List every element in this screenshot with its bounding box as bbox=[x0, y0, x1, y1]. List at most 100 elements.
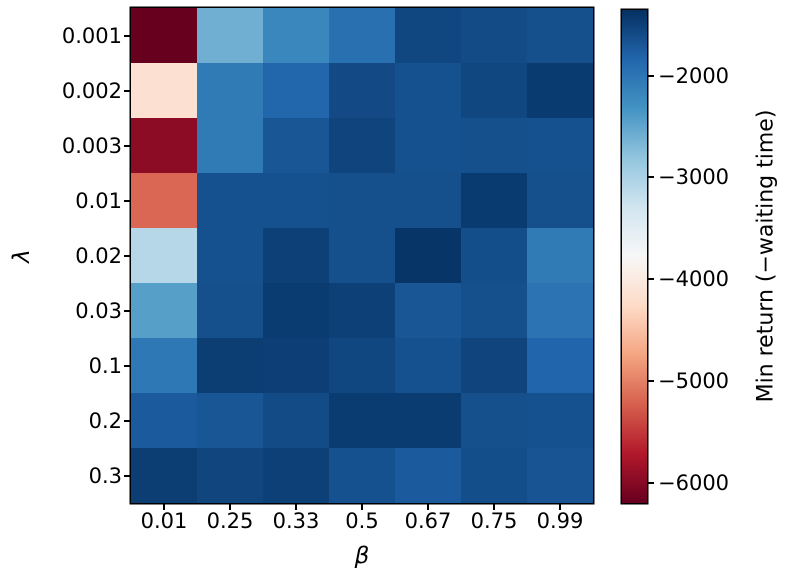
colorbar-tick-label: −5000 bbox=[658, 368, 730, 393]
heatmap-cell bbox=[263, 63, 329, 118]
heatmap-cell bbox=[329, 283, 395, 338]
x-tick-mark bbox=[361, 504, 363, 510]
heatmap-cell bbox=[131, 63, 197, 118]
colorbar-tick-label: −4000 bbox=[658, 267, 730, 292]
heatmap-cell bbox=[329, 63, 395, 118]
colorbar-tick-label: −2000 bbox=[658, 63, 730, 88]
y-tick-label: 0.001 bbox=[61, 23, 122, 48]
heatmap-cell bbox=[263, 173, 329, 228]
x-tick-mark bbox=[559, 504, 561, 510]
x-tick-label: 0.5 bbox=[345, 509, 379, 533]
heatmap-cell bbox=[197, 228, 263, 283]
x-tick-mark bbox=[427, 504, 429, 510]
heatmap-cell bbox=[461, 448, 527, 503]
heatmap-cell bbox=[395, 8, 461, 63]
heatmap-cell bbox=[263, 283, 329, 338]
heatmap-plot bbox=[131, 8, 593, 503]
heatmap-cell bbox=[395, 393, 461, 448]
colorbar-gradient bbox=[622, 10, 647, 503]
colorbar bbox=[622, 10, 647, 503]
heatmap-cell bbox=[395, 338, 461, 393]
heatmap-cell bbox=[131, 8, 197, 63]
y-tick-label: 0.002 bbox=[61, 78, 122, 103]
heatmap-cell bbox=[329, 448, 395, 503]
y-tick-mark bbox=[124, 199, 130, 202]
heatmap-cell bbox=[329, 173, 395, 228]
y-tick-mark bbox=[124, 474, 130, 477]
heatmap-cell bbox=[395, 63, 461, 118]
heatmap-cell bbox=[461, 8, 527, 63]
x-tick-label: 0.67 bbox=[404, 509, 452, 533]
heatmap-cell bbox=[461, 393, 527, 448]
heatmap-cell bbox=[395, 173, 461, 228]
heatmap-cell bbox=[395, 228, 461, 283]
heatmap-cell bbox=[197, 8, 263, 63]
heatmap-cell bbox=[527, 63, 593, 118]
heatmap-cell bbox=[527, 283, 593, 338]
heatmap-cell bbox=[197, 448, 263, 503]
heatmap-cell bbox=[197, 338, 263, 393]
heatmap-cell bbox=[263, 448, 329, 503]
heatmap-cell bbox=[461, 283, 527, 338]
heatmap-cell bbox=[527, 228, 593, 283]
x-tick-label: 0.99 bbox=[536, 509, 584, 533]
heatmap-cell bbox=[263, 118, 329, 173]
heatmap-cell bbox=[329, 393, 395, 448]
heatmap-cell bbox=[395, 118, 461, 173]
heatmap-cell bbox=[131, 393, 197, 448]
x-tick-mark bbox=[493, 504, 495, 510]
y-tick-mark bbox=[124, 89, 130, 92]
x-tick-mark bbox=[295, 504, 297, 510]
heatmap-cell bbox=[131, 173, 197, 228]
heatmap-cell bbox=[461, 338, 527, 393]
colorbar-tick-mark bbox=[648, 278, 654, 281]
heatmap-cell bbox=[527, 338, 593, 393]
heatmap-cell bbox=[527, 118, 593, 173]
heatmap-cell bbox=[131, 448, 197, 503]
x-tick-mark bbox=[229, 504, 231, 510]
y-tick-label: 0.03 bbox=[75, 298, 122, 323]
heatmap-cell bbox=[263, 228, 329, 283]
heatmap-cells bbox=[131, 8, 593, 503]
heatmap-cell bbox=[329, 118, 395, 173]
x-tick-mark bbox=[163, 504, 165, 510]
colorbar-tick-mark bbox=[648, 481, 654, 484]
colorbar-tick-mark bbox=[648, 176, 654, 179]
colorbar-tick-label: −3000 bbox=[658, 165, 730, 190]
heatmap-cell bbox=[329, 228, 395, 283]
y-axis-label: λ bbox=[9, 249, 35, 263]
x-axis-label: β bbox=[354, 543, 370, 569]
y-tick-label: 0.1 bbox=[88, 353, 122, 378]
heatmap-cell bbox=[461, 228, 527, 283]
heatmap-cell bbox=[395, 283, 461, 338]
heatmap-cell bbox=[131, 338, 197, 393]
x-tick-label: 0.25 bbox=[206, 509, 254, 533]
heatmap-cell bbox=[461, 118, 527, 173]
y-tick-mark bbox=[124, 309, 130, 312]
y-tick-label: 0.2 bbox=[88, 408, 122, 433]
heatmap-cell bbox=[263, 8, 329, 63]
heatmap-cell bbox=[263, 338, 329, 393]
heatmap-cell bbox=[527, 448, 593, 503]
heatmap-cell bbox=[395, 448, 461, 503]
y-tick-mark bbox=[124, 364, 130, 367]
heatmap-cell bbox=[527, 8, 593, 63]
y-tick-label: 0.003 bbox=[61, 133, 122, 158]
heatmap-cell bbox=[197, 118, 263, 173]
heatmap-cell bbox=[131, 228, 197, 283]
colorbar-tick-mark bbox=[648, 74, 654, 77]
y-tick-label: 0.01 bbox=[75, 188, 122, 213]
heatmap-cell bbox=[329, 8, 395, 63]
heatmap-cell bbox=[527, 393, 593, 448]
heatmap-cell bbox=[527, 173, 593, 228]
y-tick-mark bbox=[124, 34, 130, 37]
x-tick-label: 0.75 bbox=[470, 509, 518, 533]
colorbar-label: Min return (−waiting time) bbox=[753, 109, 779, 403]
heatmap-cell bbox=[329, 338, 395, 393]
heatmap-cell bbox=[197, 63, 263, 118]
heatmap-cell bbox=[461, 173, 527, 228]
y-tick-mark bbox=[124, 419, 130, 422]
y-tick-mark bbox=[124, 254, 130, 257]
heatmap-cell bbox=[263, 393, 329, 448]
x-tick-label: 0.01 bbox=[140, 509, 188, 533]
